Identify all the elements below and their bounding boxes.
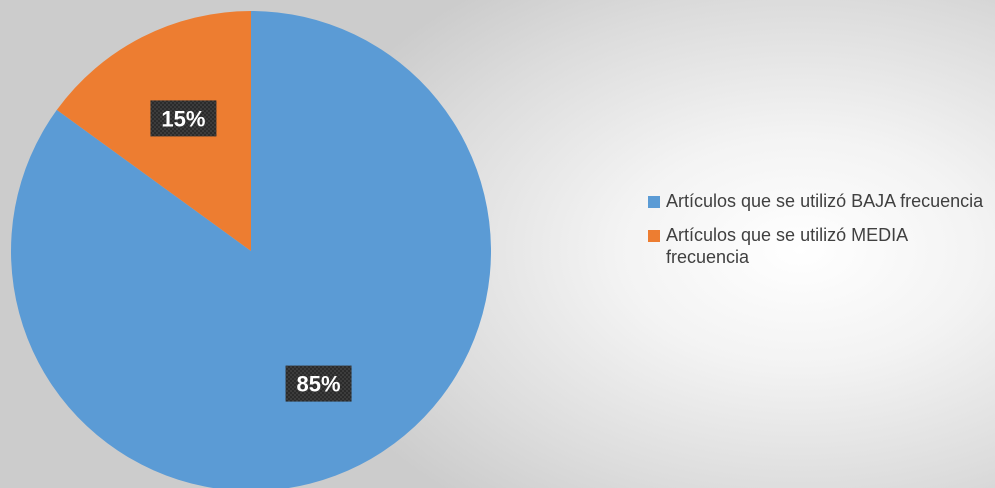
data-label-baja: 85% <box>285 365 352 402</box>
legend-label-baja: Artículos que se utilizó BAJA frecuencia <box>666 191 984 211</box>
data-label-media: 15% <box>150 100 217 137</box>
data-label-text: 85% <box>297 372 341 397</box>
legend-label-media: Artículos que se utilizó MEDIA frecuenci… <box>666 225 908 267</box>
legend-swatch-baja <box>648 196 660 208</box>
legend-swatch-media <box>648 230 660 242</box>
legend-entry-baja: Artículos que se utilizó BAJA frecuencia <box>648 190 988 212</box>
data-label-text: 15% <box>161 106 205 131</box>
data-label-box <box>150 100 217 137</box>
legend-entry-media: Artículos que se utilizó MEDIA frecuenci… <box>648 224 988 268</box>
chart-legend: Artículos que se utilizó BAJA frecuencia… <box>648 190 988 280</box>
data-label-box <box>285 365 352 402</box>
slice-baja <box>11 11 491 488</box>
